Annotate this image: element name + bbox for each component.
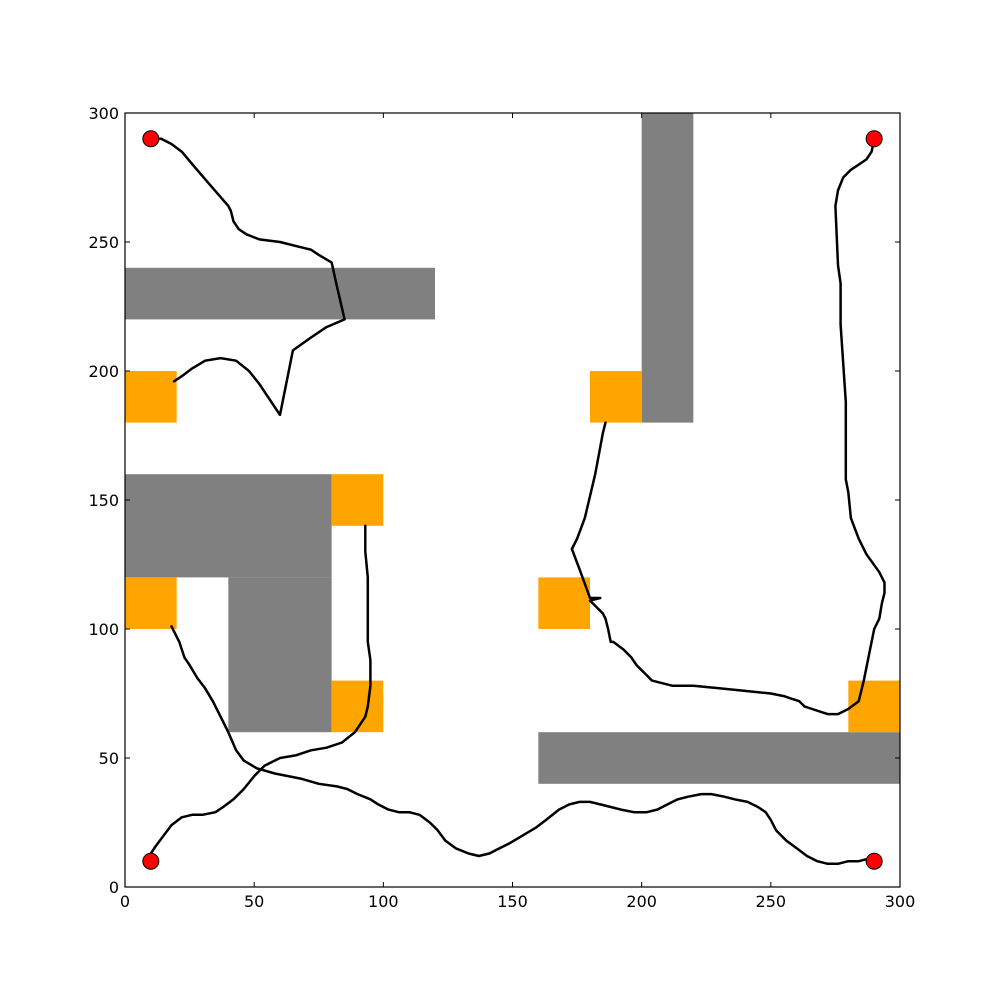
target-zone-4: [538, 577, 590, 629]
y-tick-label: 0: [109, 878, 119, 897]
y-axis: 0 50 100 150 200 250 300: [88, 104, 900, 897]
x-tick-label: 50: [244, 892, 264, 911]
target-zone-5: [331, 680, 384, 733]
x-tick-label: 100: [368, 892, 399, 911]
y-tick-label: 50: [99, 749, 119, 768]
y-tick-label: 100: [88, 620, 119, 639]
robot-path-2: [170, 625, 871, 866]
obstacle-2: [125, 474, 332, 578]
paths-layer: [149, 137, 886, 866]
y-tick-label: 300: [88, 104, 119, 123]
x-tick-label: 150: [497, 892, 528, 911]
starts-layer: [142, 130, 883, 870]
robot-path-1: [570, 137, 886, 716]
obstacles-layer: [125, 113, 900, 784]
x-tick-label: 300: [885, 892, 916, 911]
y-tick-label: 250: [88, 233, 119, 252]
robot-path-0: [149, 137, 346, 417]
target-zone-3: [125, 577, 177, 629]
y-tick-label: 150: [88, 491, 119, 510]
x-axis: 0 50 100 150 200 250 300: [120, 113, 915, 911]
x-tick-label: 0: [120, 892, 130, 911]
obstacle-1: [641, 113, 694, 423]
target-zone-2: [331, 474, 384, 526]
plot-area: [124, 112, 901, 888]
start-point-3: [865, 852, 883, 870]
obstacle-4: [538, 732, 900, 784]
start-point-0: [142, 130, 160, 148]
y-tick-label: 200: [88, 362, 119, 381]
start-point-2: [142, 852, 160, 870]
target-zone-6: [848, 680, 900, 733]
x-tick-label: 200: [626, 892, 657, 911]
x-tick-label: 250: [756, 892, 787, 911]
target-zone-1: [590, 371, 642, 423]
obstacle-3: [228, 577, 332, 733]
robot-path-3: [149, 524, 372, 863]
target-zone-0: [125, 371, 177, 423]
obstacle-0: [125, 267, 435, 320]
start-point-1: [865, 130, 883, 148]
targets-layer: [125, 371, 900, 733]
